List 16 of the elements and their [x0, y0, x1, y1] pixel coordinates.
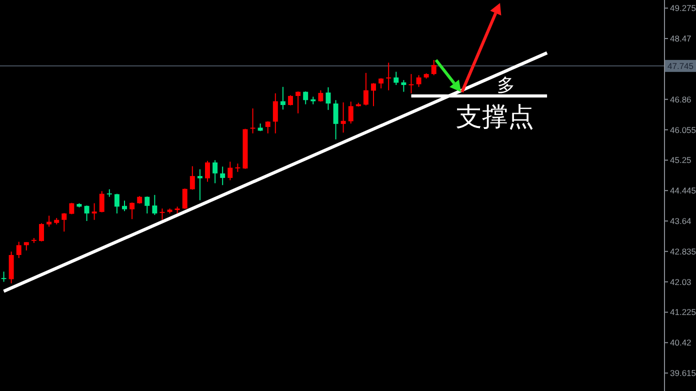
ref-line-label: 47.745: [668, 60, 694, 71]
y-tick-label: 39.615: [670, 368, 696, 378]
ref-label: 47.745: [665, 60, 696, 72]
y-tick-label: 41.225: [670, 307, 696, 318]
y-tick-label: 46.055: [670, 124, 696, 135]
annotation: 多: [497, 75, 515, 95]
y-tick-label: 43.64: [670, 216, 692, 226]
y-tick-label: 42.03: [670, 276, 692, 287]
y-tick-label: 48.47: [670, 34, 692, 44]
y-tick-label: 46.86: [670, 94, 692, 104]
y-tick-label: 45.25: [670, 155, 692, 166]
y-tick-label: 42.835: [670, 246, 696, 256]
annotation: 支撑点: [456, 102, 534, 132]
y-tick-label: 49.275: [670, 3, 696, 14]
y-tick-label: 40.42: [670, 338, 692, 348]
y-tick-label: 44.445: [670, 186, 696, 196]
